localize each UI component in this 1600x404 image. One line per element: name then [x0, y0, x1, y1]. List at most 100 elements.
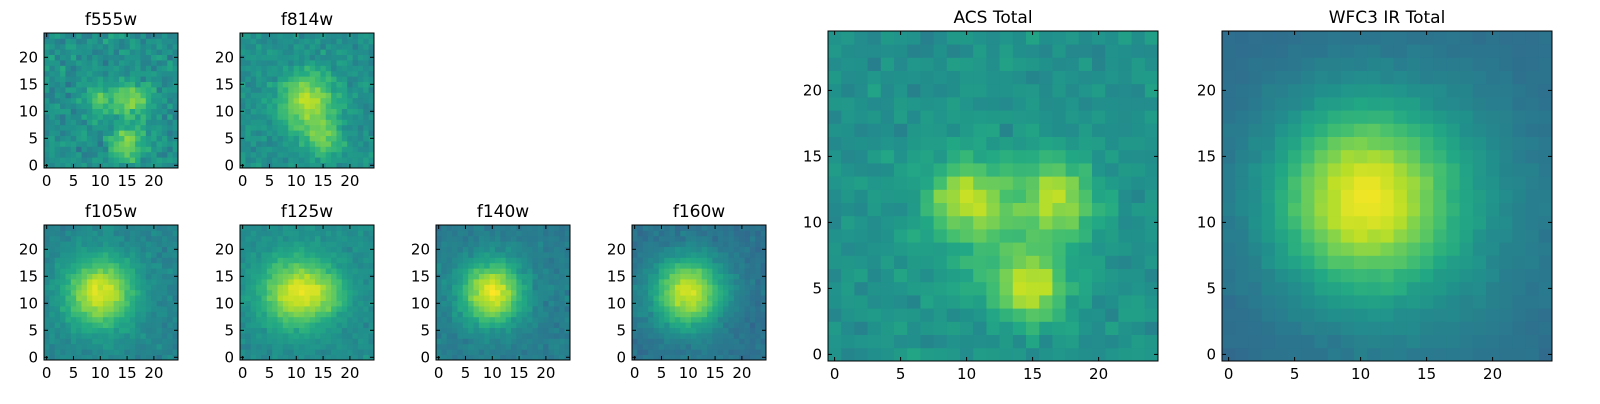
heatmap-cell — [1145, 71, 1159, 85]
heatmap-cell — [98, 230, 104, 236]
heatmap-cell — [728, 247, 734, 253]
heatmap-cell — [108, 306, 114, 312]
heatmap-cell — [1394, 242, 1408, 256]
heatmap-cell — [441, 333, 447, 339]
heatmap-cell — [310, 157, 316, 163]
heatmap-cell — [1013, 163, 1027, 177]
heatmap-cell — [87, 98, 93, 104]
heatmap-cell — [675, 290, 681, 296]
heatmap-cell — [973, 137, 987, 151]
heatmap-cell — [712, 349, 718, 355]
heatmap-cell — [283, 301, 289, 307]
heatmap-cell — [299, 109, 305, 115]
heatmap-cell — [1354, 216, 1368, 230]
heatmap-cell — [696, 268, 702, 274]
heatmap-cell — [151, 279, 157, 285]
heatmap-cell — [82, 125, 88, 131]
heatmap-cell — [267, 87, 273, 93]
heatmap-cell — [1460, 216, 1474, 230]
heatmap-cell — [441, 284, 447, 290]
heatmap-cell — [358, 328, 364, 334]
heatmap-cell — [65, 146, 71, 152]
heatmap-cell — [506, 290, 512, 296]
heatmap-cell — [157, 130, 163, 136]
heatmap-cell — [728, 290, 734, 296]
heatmap-cell — [146, 49, 152, 55]
heatmap-cell — [326, 247, 332, 253]
heatmap-cell — [151, 349, 157, 355]
heatmap-cell — [447, 225, 453, 231]
heatmap-cell — [1092, 203, 1106, 217]
heatmap-cell — [353, 349, 359, 355]
heatmap-cell — [71, 301, 77, 307]
heatmap-cell — [278, 49, 284, 55]
heatmap-cell — [347, 257, 353, 263]
heatmap-cell — [76, 65, 82, 71]
heatmap-cell — [452, 225, 458, 231]
y-tick-label: 20 — [803, 81, 822, 99]
heatmap-cell — [841, 216, 855, 230]
heatmap-cell — [256, 119, 262, 125]
heatmap-cell — [55, 268, 61, 274]
heatmap-cell — [130, 103, 136, 109]
heatmap-cell — [441, 274, 447, 280]
heatmap-cell — [304, 60, 310, 66]
heatmap-cell — [331, 109, 337, 115]
heatmap-cell — [60, 55, 66, 61]
heatmap-cell — [283, 274, 289, 280]
heatmap-cell — [167, 306, 173, 312]
heatmap-cell — [1222, 242, 1236, 256]
heatmap-cell — [114, 103, 120, 109]
heatmap-cell — [1105, 269, 1119, 283]
heatmap-cell — [261, 65, 267, 71]
heatmap-cell — [108, 146, 114, 152]
heatmap-cell — [353, 76, 359, 82]
heatmap-cell — [712, 274, 718, 280]
heatmap-cell — [135, 263, 141, 269]
heatmap-cell — [734, 284, 740, 290]
heatmap-cell — [130, 241, 136, 247]
heatmap-cell — [828, 123, 842, 137]
heatmap-cell — [167, 284, 173, 290]
heatmap-cell — [299, 268, 305, 274]
heatmap-cell — [675, 284, 681, 290]
heatmap-cell — [55, 60, 61, 66]
heatmap-cell — [675, 279, 681, 285]
heatmap-cell — [146, 284, 152, 290]
heatmap-cell — [1105, 189, 1119, 203]
heatmap-cell — [1000, 84, 1014, 98]
heatmap-cell — [712, 328, 718, 334]
heatmap-cell — [135, 338, 141, 344]
heatmap-cell — [1066, 255, 1080, 269]
heatmap-cell — [124, 76, 130, 82]
heatmap-cell — [500, 338, 506, 344]
heatmap-cell — [103, 157, 109, 163]
heatmap-cell — [103, 119, 109, 125]
heatmap-cell — [1486, 335, 1500, 349]
heatmap-cell — [119, 263, 125, 269]
heatmap-cell — [283, 38, 289, 44]
heatmap-cell — [1539, 295, 1553, 309]
heatmap-cell — [1026, 295, 1040, 309]
heatmap-cell — [1262, 150, 1276, 164]
heatmap-cell — [755, 301, 761, 307]
heatmap-cell — [1275, 335, 1289, 349]
heatmap-cell — [336, 33, 342, 39]
heatmap-cell — [728, 274, 734, 280]
heatmap-cell — [1499, 269, 1513, 283]
heatmap-cell — [559, 333, 565, 339]
heatmap-cell — [728, 338, 734, 344]
heatmap-cell — [108, 82, 114, 88]
heatmap-cell — [648, 333, 654, 339]
heatmap-cell — [881, 308, 895, 322]
heatmap-cell — [55, 230, 61, 236]
heatmap-cell — [712, 333, 718, 339]
heatmap-cell — [251, 279, 257, 285]
heatmap-cell — [294, 257, 300, 263]
heatmap-cell — [267, 82, 273, 88]
heatmap-cell — [76, 241, 82, 247]
heatmap-cell — [986, 163, 1000, 177]
heatmap-cell — [1118, 123, 1132, 137]
heatmap-cell — [283, 328, 289, 334]
heatmap-cell — [1000, 308, 1014, 322]
